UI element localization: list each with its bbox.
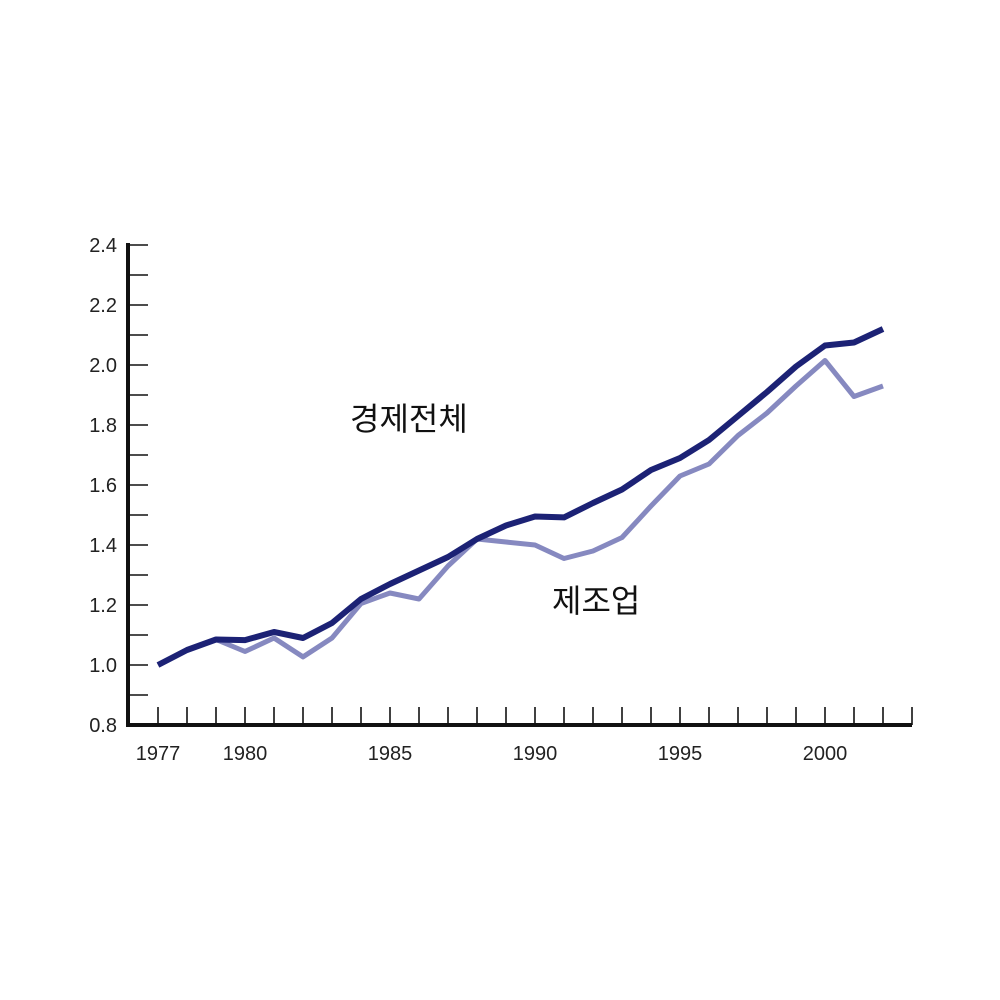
y-tick-label: 1.6 <box>89 475 117 497</box>
x-tick-label: 1990 <box>513 743 558 765</box>
series-label-total: 경제전체 <box>350 400 468 438</box>
y-tick-label: 2.0 <box>89 355 117 377</box>
y-tick-label: 1.2 <box>89 595 117 617</box>
x-tick-label: 2000 <box>803 743 848 765</box>
y-tick-label: 2.2 <box>89 295 117 317</box>
series-line-total <box>156 326 885 668</box>
y-tick-label: 0.8 <box>89 715 117 737</box>
x-tick-label: 1977 <box>136 743 181 765</box>
y-tick-label: 1.8 <box>89 415 117 437</box>
series-label-manufacturing: 제조업 <box>552 582 640 620</box>
y-tick-label: 2.4 <box>89 235 117 257</box>
x-tick-label: 1980 <box>223 743 268 765</box>
axes: 0.8 1.0 1.2 1.4 1.6 1.8 2.0 2.2 2.4 1977 1980 1985 1… <box>89 235 913 765</box>
x-tick-label: 1995 <box>658 743 703 765</box>
y-tick-label: 1.4 <box>89 535 117 557</box>
series-layer <box>156 326 885 668</box>
y-tick-label: 1.0 <box>89 655 117 677</box>
x-tick-label: 1985 <box>368 743 413 765</box>
series-line-manufacturing <box>156 358 884 668</box>
